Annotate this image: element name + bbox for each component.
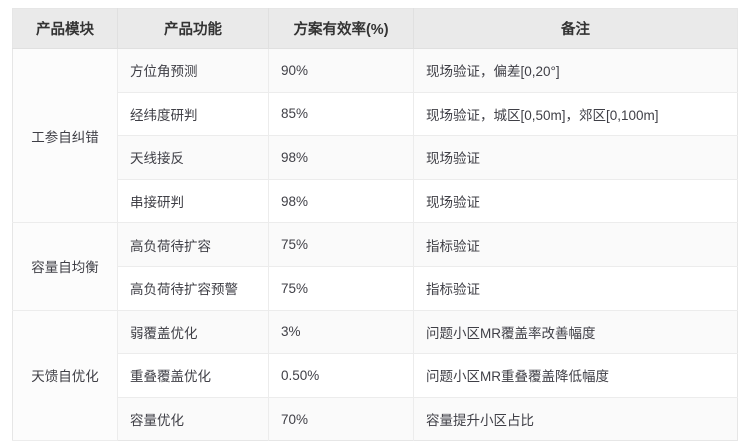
function-cell: 弱覆盖优化: [117, 310, 269, 355]
column-header-rate: 方案有效率(%): [268, 8, 414, 49]
note-cell: 现场验证: [413, 135, 738, 180]
function-cell: 方位角预测: [117, 48, 269, 93]
column-header-function: 产品功能: [117, 8, 269, 49]
note-cell: 现场验证: [413, 179, 738, 224]
rate-cell: 0.50%: [268, 353, 414, 398]
rate-cell: 85%: [268, 92, 414, 137]
product-capability-table: 产品模块 产品功能 方案有效率(%) 备注 工参自纠错 方位角预测 90% 现场验证，…: [12, 8, 738, 441]
note-cell: 指标验证: [413, 266, 738, 311]
note-cell: 指标验证: [413, 222, 738, 267]
spec-table-container: 产品模块 产品功能 方案有效率(%) 备注 工参自纠错 方位角预测 90% 现场验证，…: [12, 8, 738, 441]
rate-cell: 3%: [268, 310, 414, 355]
table-header: 产品模块 产品功能 方案有效率(%) 备注: [12, 8, 738, 49]
function-cell: 经纬度研判: [117, 92, 269, 137]
function-cell: 高负荷待扩容预警: [117, 266, 269, 311]
column-header-module: 产品模块: [12, 8, 118, 49]
note-cell: 问题小区MR重叠覆盖降低幅度: [413, 353, 738, 398]
table-row: 高负荷待扩容预警 75% 指标验证: [13, 266, 738, 311]
module-cell: 工参自纠错: [12, 48, 118, 224]
rate-cell: 70%: [268, 397, 414, 441]
function-cell: 高负荷待扩容: [117, 222, 269, 267]
rate-cell: 98%: [268, 135, 414, 180]
header-row: 产品模块 产品功能 方案有效率(%) 备注: [12, 8, 738, 49]
note-cell: 现场验证，偏差[0,20°]: [413, 48, 738, 93]
table-row: 容量自均衡 高负荷待扩容 75% 指标验证: [12, 222, 738, 311]
table-body: 工参自纠错 方位角预测 90% 现场验证，偏差[0,20°] 经纬度研判 85% 现场验证，…: [12, 48, 738, 441]
table-row: 经纬度研判 85% 现场验证，城区[0,50m]，郊区[0,100m]: [13, 92, 738, 137]
column-header-note: 备注: [413, 8, 738, 49]
rate-cell: 75%: [268, 266, 414, 311]
table-row: 串接研判 98% 现场验证: [13, 179, 738, 224]
function-cell: 串接研判: [117, 179, 269, 224]
table-row: 天馈自优化 弱覆盖优化 3% 问题小区MR覆盖率改善幅度: [12, 310, 738, 441]
table-row: 容量优化 70% 容量提升小区占比: [13, 397, 738, 441]
function-cell: 天线接反: [117, 135, 269, 180]
rate-cell: 75%: [268, 222, 414, 267]
table-row: 工参自纠错 方位角预测 90% 现场验证，偏差[0,20°]: [12, 48, 738, 224]
note-cell: 现场验证，城区[0,50m]，郊区[0,100m]: [413, 92, 738, 137]
module-cell: 天馈自优化: [12, 310, 118, 441]
rate-cell: 98%: [268, 179, 414, 224]
note-cell: 容量提升小区占比: [413, 397, 738, 441]
function-cell: 容量优化: [117, 397, 269, 441]
module-cell: 容量自均衡: [12, 222, 118, 311]
note-cell: 问题小区MR覆盖率改善幅度: [413, 310, 738, 355]
table-row: 重叠覆盖优化 0.50% 问题小区MR重叠覆盖降低幅度: [13, 353, 738, 398]
table-row: 天线接反 98% 现场验证: [13, 135, 738, 180]
function-cell: 重叠覆盖优化: [117, 353, 269, 398]
rate-cell: 90%: [268, 48, 414, 93]
